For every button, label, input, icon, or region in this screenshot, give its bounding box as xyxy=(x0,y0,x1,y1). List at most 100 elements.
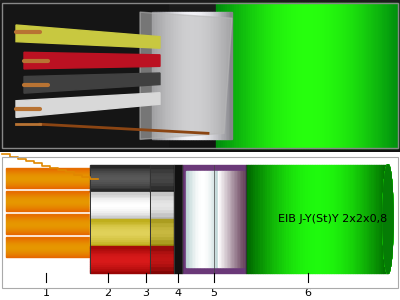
Bar xyxy=(195,12,197,140)
Bar xyxy=(357,165,360,273)
Bar xyxy=(0,3,400,6)
Bar xyxy=(0,3,168,148)
Bar xyxy=(341,165,343,273)
Bar xyxy=(278,3,280,148)
Ellipse shape xyxy=(383,165,393,273)
Bar xyxy=(6,215,90,216)
Bar xyxy=(0,15,400,18)
Bar xyxy=(90,257,150,259)
Bar xyxy=(230,3,232,148)
Bar xyxy=(0,118,400,121)
Bar xyxy=(344,3,346,148)
Bar xyxy=(90,190,150,192)
Bar xyxy=(6,256,90,257)
Bar xyxy=(369,165,372,273)
Bar xyxy=(90,188,150,190)
Bar xyxy=(6,217,90,218)
Bar xyxy=(6,239,90,240)
Bar xyxy=(338,165,341,273)
Bar xyxy=(150,223,174,226)
Bar xyxy=(6,227,90,228)
Bar xyxy=(6,254,90,255)
Bar xyxy=(6,196,90,197)
Ellipse shape xyxy=(383,165,393,273)
Bar xyxy=(90,241,150,243)
Bar xyxy=(275,3,278,148)
Bar xyxy=(241,3,243,148)
Bar xyxy=(6,223,90,224)
Bar xyxy=(251,165,253,273)
Bar xyxy=(230,12,232,140)
Bar xyxy=(188,171,189,267)
Bar xyxy=(0,146,400,148)
Bar xyxy=(150,199,174,202)
Bar xyxy=(282,165,284,273)
Bar xyxy=(371,3,373,148)
Bar xyxy=(6,194,90,195)
Bar xyxy=(6,199,90,200)
Bar xyxy=(90,237,150,239)
Bar xyxy=(386,165,388,273)
Bar xyxy=(243,3,246,148)
Bar xyxy=(0,12,400,15)
Bar xyxy=(189,12,190,140)
Bar xyxy=(168,12,170,140)
Bar xyxy=(6,252,90,253)
Bar xyxy=(6,220,90,221)
Bar xyxy=(90,199,150,201)
Bar xyxy=(216,171,218,267)
Bar xyxy=(364,165,367,273)
Bar xyxy=(90,194,150,196)
Bar xyxy=(214,171,215,267)
Bar xyxy=(227,12,229,140)
Bar xyxy=(267,165,270,273)
Ellipse shape xyxy=(383,165,393,273)
Bar xyxy=(232,3,234,148)
Bar xyxy=(211,12,213,140)
Bar xyxy=(230,171,231,267)
Bar xyxy=(6,249,90,250)
Bar xyxy=(0,67,400,70)
Bar xyxy=(202,12,203,140)
Bar xyxy=(90,268,150,270)
Bar xyxy=(192,12,194,140)
Bar xyxy=(0,136,400,140)
Bar xyxy=(296,165,298,273)
Bar xyxy=(348,165,350,273)
Bar xyxy=(279,165,282,273)
Bar xyxy=(90,205,150,206)
Bar xyxy=(280,3,282,148)
Bar xyxy=(6,216,90,217)
Bar xyxy=(150,232,174,236)
Bar xyxy=(0,73,400,76)
Bar xyxy=(200,171,202,267)
Bar xyxy=(226,171,228,267)
Bar xyxy=(208,171,209,267)
Bar xyxy=(184,12,186,140)
Bar xyxy=(321,3,323,148)
Bar xyxy=(155,12,157,140)
Bar xyxy=(348,3,350,148)
Bar xyxy=(256,165,258,273)
Bar xyxy=(6,243,90,244)
Bar xyxy=(198,171,199,267)
Bar xyxy=(6,251,90,252)
Bar xyxy=(6,191,90,192)
Bar xyxy=(6,221,90,222)
Bar xyxy=(317,165,319,273)
Bar xyxy=(345,165,348,273)
Bar xyxy=(6,177,90,178)
Bar xyxy=(215,171,216,267)
Bar xyxy=(221,171,222,267)
Bar xyxy=(0,70,400,73)
Bar xyxy=(0,140,400,142)
Bar xyxy=(90,239,150,241)
Ellipse shape xyxy=(383,165,393,273)
Bar xyxy=(262,165,265,273)
Bar xyxy=(228,171,230,267)
Bar xyxy=(6,202,90,203)
Bar xyxy=(6,242,90,243)
Bar xyxy=(150,246,174,250)
Bar xyxy=(225,171,226,267)
Bar xyxy=(6,238,90,239)
